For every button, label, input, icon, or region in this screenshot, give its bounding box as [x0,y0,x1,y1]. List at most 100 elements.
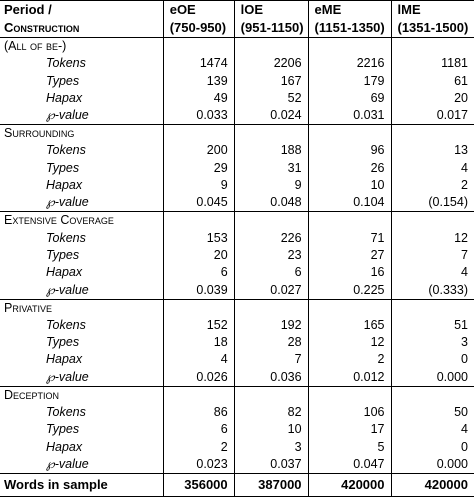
metric-value: 3 [390,333,474,352]
metric-label: ℘-value [46,369,89,384]
total-value: 356000 [162,472,235,497]
metric-value: 10 [233,421,309,439]
metric-value: 1474 [162,55,235,73]
metric-value: 200 [162,142,235,160]
metric-value: 0.000 [390,455,474,474]
group-empty-cell [307,385,391,404]
metric-label: Types [46,160,80,175]
metric-label: Types [46,73,80,88]
metric-label: Hapax [46,439,83,454]
metric-value: 5 [307,438,391,456]
metric-value: 165 [307,316,391,334]
metric-value: 2 [307,351,391,369]
table-row: ℘-value 0.039 0.027 0.225 (0.333) [0,281,474,300]
metric-value: 0.036 [233,368,309,387]
metric-value: 96 [307,142,391,160]
metric-value: 0.024 [233,107,309,125]
metric-value: 4 [390,264,474,282]
metric-value: 188 [233,142,309,160]
metric-value: 23 [233,246,309,265]
group-empty-cell [233,298,309,317]
metric-value: 18 [162,333,235,352]
group-empty-cell [162,211,235,230]
table-row: Hapax 2 3 5 0 [0,438,474,456]
metric-label: Tokens [46,56,86,71]
group-empty-cell [307,211,391,230]
group-empty-cell [307,298,391,317]
column-range-lme: (1351-1500) [390,19,474,38]
group-label: Deception [0,385,164,404]
total-value: 420000 [390,472,474,497]
table-row: Types 29 31 26 4 [0,159,474,177]
metric-value: 0.017 [390,107,474,125]
metric-value: 0.037 [233,455,309,474]
metric-value: 31 [233,159,309,177]
table-row: Types 20 23 27 7 [0,246,474,265]
metric-value: 2206 [233,55,309,73]
group-header-row: (All of be-) [0,37,474,55]
metric-value: 6 [162,421,235,439]
metric-value: 152 [162,316,235,334]
metric-value: 49 [162,89,235,108]
metric-label: ℘-value [46,282,89,297]
group-header-row: Privative [0,298,474,317]
metric-value: 2 [390,176,474,195]
table-row: Tokens 153 226 71 12 [0,229,474,247]
metric-label: Types [46,422,80,437]
table-row: Hapax 49 52 69 20 [0,89,474,108]
table-row: ℘-value 0.045 0.048 0.104 (0.154) [0,194,474,212]
group-empty-cell [307,37,391,55]
group-header-row: Extensive Coverage [0,211,474,230]
metric-value: 61 [390,72,474,90]
metric-value: (0.154) [390,194,474,212]
group-empty-cell [390,298,474,317]
metric-value: 7 [233,351,309,369]
metric-value: 192 [233,316,309,334]
group-empty-cell [162,385,235,404]
column-range-eoe: (750-950) [162,19,235,38]
metric-value: 0.000 [390,368,474,387]
metric-value: 51 [390,316,474,334]
metric-value: 0.023 [162,455,235,474]
metric-value: 167 [233,72,309,90]
table-row: Tokens 200 188 96 13 [0,142,474,160]
metric-value: 106 [307,403,391,422]
metric-value: 6 [162,264,235,282]
metric-value: 7 [390,246,474,265]
metric-value: 2 [162,438,235,456]
group-header-row: Deception [0,385,474,404]
metric-value: 0.039 [162,281,235,300]
total-value: 387000 [233,472,309,497]
metric-value: 0.026 [162,368,235,387]
metric-value: 20 [162,246,235,265]
group-empty-cell [162,37,235,55]
metric-value: 20 [390,89,474,108]
table-row: Tokens 86 82 106 50 [0,403,474,422]
table-row: Types 18 28 12 3 [0,333,474,352]
table-row: ℘-value 0.026 0.036 0.012 0.000 [0,368,474,387]
metric-label: Tokens [46,317,86,332]
metric-value: 52 [233,89,309,108]
metric-value: 226 [233,229,309,247]
metric-value: 139 [162,72,235,90]
metric-value: 0.048 [233,194,309,212]
metric-value: 3 [233,438,309,456]
group-empty-cell [390,211,474,230]
table-body: (All of be-) Tokens 1474 2206 2216 1181 Types 1… [0,37,474,474]
group-header-row: Surrounding [0,124,474,143]
construction-header: Construction [0,19,164,38]
group-empty-cell [390,124,474,143]
metric-value: 13 [390,142,474,160]
metric-label: Tokens [46,404,86,419]
metric-value: 0.104 [307,194,391,212]
metric-label: Hapax [46,178,83,193]
column-header-loe: lOE [233,0,309,19]
table-row: Types 6 10 17 4 [0,421,474,439]
column-header-eme: eME [307,0,391,19]
metric-value: 10 [307,176,391,195]
metric-value: 12 [307,333,391,352]
metric-label: ℘-value [46,108,89,123]
metric-label: Hapax [46,90,83,105]
table-row: Hapax 9 9 10 2 [0,176,474,195]
